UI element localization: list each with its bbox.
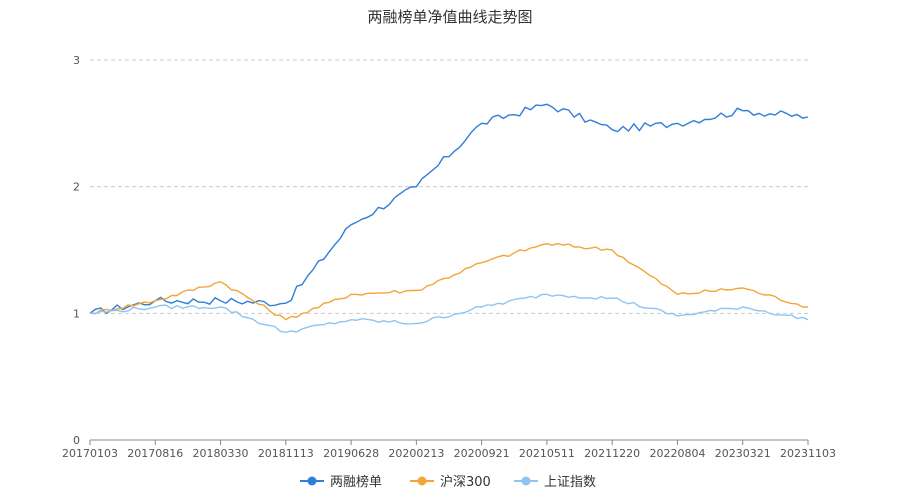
x-tick-label: 20181113 bbox=[258, 447, 314, 460]
series-lines bbox=[89, 103, 809, 334]
legend-label: 沪深300 bbox=[440, 474, 491, 490]
x-tick-label: 20230321 bbox=[715, 447, 771, 460]
y-tick-label: 2 bbox=[73, 181, 80, 194]
legend-marker bbox=[417, 476, 427, 486]
x-tick-label: 20190628 bbox=[323, 447, 379, 460]
x-tick-label: 20210511 bbox=[519, 447, 575, 460]
y-tick-label: 1 bbox=[73, 307, 80, 320]
x-tick-label: 20170816 bbox=[127, 447, 183, 460]
legend-label: 两融榜单 bbox=[330, 474, 382, 490]
x-tick-label: 20200213 bbox=[388, 447, 444, 460]
series-line-1 bbox=[89, 103, 809, 315]
series-line-2 bbox=[89, 242, 809, 321]
chart-title: 两融榜单净值曲线走势图 bbox=[367, 8, 533, 26]
legend-label: 上证指数 bbox=[544, 475, 596, 490]
axes: 0 1 2 3 20170103 20170816 20180330 20181113 2019… bbox=[62, 54, 836, 460]
legend-marker bbox=[521, 476, 531, 486]
x-tick-label: 20231103 bbox=[780, 447, 836, 460]
legend-marker bbox=[307, 476, 317, 486]
x-tick-label: 20211220 bbox=[584, 447, 640, 460]
x-tick-label: 20180330 bbox=[193, 447, 249, 460]
y-tick-label: 3 bbox=[73, 54, 80, 67]
x-tick-label: 20220804 bbox=[649, 447, 705, 460]
x-tick-label: 20200921 bbox=[454, 447, 510, 460]
y-tick-label: 0 bbox=[73, 434, 80, 447]
grid-lines bbox=[90, 59, 808, 314]
legend: 两融榜单 沪深300 上证指数 bbox=[300, 474, 596, 490]
series-line-3 bbox=[90, 293, 809, 334]
x-tick-label: 20170103 bbox=[62, 447, 118, 460]
